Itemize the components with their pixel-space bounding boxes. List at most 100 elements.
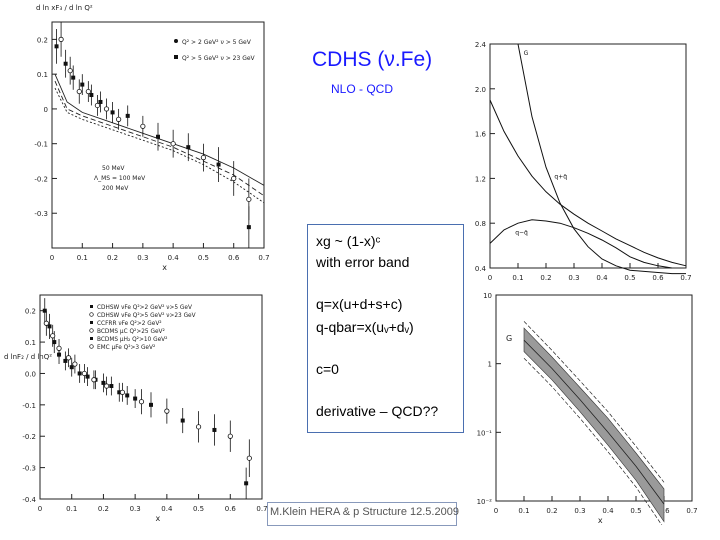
- x-axis-label: x: [598, 516, 603, 525]
- data-point: [56, 345, 62, 351]
- x-tick-label: 0.6: [228, 254, 240, 262]
- y-tick-label: 0: [44, 106, 48, 114]
- band-edge: [523, 321, 665, 483]
- curve-label: Λ_MS = 100 MeV: [94, 175, 146, 182]
- data-point: [212, 427, 217, 432]
- chart-parton-distributions: 0 0.1 0.2 0.3 0.4 0.5 0.6 0.7 2.4 2.0 1.6 1.2 0.8 0.4…: [466, 30, 702, 284]
- data-point: [180, 418, 185, 423]
- legend-marker: [89, 328, 94, 333]
- x-tick-label: 0.1: [77, 254, 88, 262]
- data-point: [91, 377, 97, 383]
- x-tick-label: 0.3: [568, 274, 579, 282]
- data-point: [125, 393, 130, 398]
- plot-frame: [39, 294, 263, 500]
- data-point: [200, 155, 207, 161]
- data-point: [94, 102, 101, 109]
- data-point: [103, 106, 110, 112]
- x-tick-label: 0.7: [256, 505, 267, 513]
- note-line: derivative – QCD??: [316, 403, 439, 419]
- chart-pdf-svg: 0 0.1 0.2 0.3 0.4 0.5 0.6 0.7 2.4 2.0 1.6 1.2 0.8 0.4…: [475, 41, 692, 284]
- central-curve: [523, 339, 665, 505]
- error-band: [523, 327, 665, 523]
- data-point: [72, 361, 78, 367]
- band-edge: [523, 357, 663, 525]
- x-tick-label: 0.1: [512, 274, 523, 282]
- y-tick-label: 0.4: [475, 265, 487, 273]
- y-tick-label: 0.1: [37, 71, 48, 79]
- data-point: [244, 481, 249, 486]
- data-point: [58, 36, 64, 42]
- data-point: [63, 358, 68, 363]
- y-axis-label: d ln xF₃ / d ln Q²: [36, 4, 93, 12]
- theory-curve: [54, 80, 265, 197]
- series-label: q+q̄: [554, 173, 567, 180]
- chart-xf3-derivative: 0 0.1 0.2 0.3 0.4 0.5 0.6 0.7 0.2 0.1 0 -0.1 -0.2 -0.…: [0, 0, 272, 274]
- y-tick-label: 2.0: [475, 86, 486, 94]
- x-tick-label: 0.4: [596, 274, 608, 282]
- y-tick-label: 10: [483, 292, 492, 300]
- data-point: [77, 371, 82, 376]
- legend-entry: CCFRR νFe Q²>2 GeV²: [97, 320, 162, 327]
- data-point: [69, 365, 74, 370]
- chart-xf3-svg: 0 0.1 0.2 0.3 0.4 0.5 0.6 0.7 0.2 0.1 0 -0.1 -0.2 -0.…: [34, 4, 269, 272]
- data-point: [63, 61, 68, 66]
- data-point: [76, 88, 82, 95]
- legend-entry: Q² > 2 GeV² ν > 5 GeV: [182, 39, 252, 46]
- legend-marker: [90, 305, 93, 308]
- x-axis-label: x: [592, 283, 597, 284]
- y-tick-label: 2.4: [475, 41, 487, 49]
- y-tick-label: 1.2: [475, 175, 486, 183]
- y-axis-label: G: [506, 334, 512, 343]
- data-point: [47, 324, 52, 329]
- data-point: [104, 383, 110, 389]
- data-point: [81, 370, 88, 377]
- series-label: G: [524, 50, 529, 57]
- data-point: [80, 82, 85, 87]
- x-tick-label: 0.4: [602, 507, 614, 515]
- x-tick-label: 0: [488, 274, 492, 282]
- legend-entry: BCDMS μH₂ Q²>10 GeV²: [97, 336, 167, 343]
- y-tick-label: -0.1: [34, 141, 48, 149]
- footer-frame: [267, 502, 457, 526]
- data-point: [186, 145, 191, 150]
- y-tick-label: -0.4: [22, 496, 36, 504]
- curve-label: 50 MeV: [102, 165, 125, 172]
- legend-marker: [174, 39, 178, 43]
- x-tick-label: 0.5: [198, 254, 209, 262]
- data-point: [227, 433, 233, 439]
- legend-marker: [174, 55, 178, 59]
- x-axis-label: x: [155, 514, 160, 523]
- x-axis-label: x: [162, 263, 167, 272]
- data-point: [42, 308, 47, 313]
- data-point: [89, 93, 94, 98]
- x-tick-label: 0.7: [680, 274, 691, 282]
- note-line: q-qbar=x(uᵥ+dᵥ): [316, 319, 414, 335]
- data-point: [50, 333, 56, 339]
- x-tick-label: 0: [50, 254, 54, 262]
- x-tick-label: 0.6: [652, 274, 664, 282]
- legend-entry: CDHSW νFe Q²>5 GeV² ν>23 GeV: [97, 312, 196, 319]
- legend-marker: [89, 312, 94, 317]
- y-axis-label: d lnF₂ / d lnQ²: [4, 353, 52, 361]
- slide-title: CDHS (ν.Fe): [312, 48, 433, 71]
- data-point: [101, 380, 106, 385]
- data-point: [246, 196, 252, 202]
- x-tick-label: 0.2: [546, 507, 557, 515]
- y-tick-label: 1: [488, 361, 492, 369]
- y-tick-label: 0.2: [37, 36, 48, 44]
- data-point: [140, 123, 146, 129]
- data-point: [110, 110, 115, 115]
- y-tick-label: -0.2: [34, 175, 48, 183]
- y-tick-label: 1.6: [475, 131, 487, 139]
- x-tick-label: 0.6: [225, 505, 237, 513]
- x-tick-label: 0.5: [630, 507, 641, 515]
- plot-frame: [489, 43, 687, 269]
- data-point: [156, 134, 160, 139]
- data-point: [54, 44, 59, 49]
- data-point: [98, 99, 103, 104]
- data-point: [85, 88, 91, 95]
- x-tick-label: 0: [494, 507, 498, 515]
- legend-entry: EMC μFe Q²>3 GeV²: [97, 344, 155, 351]
- series-line: [517, 43, 686, 275]
- data-point: [52, 340, 57, 345]
